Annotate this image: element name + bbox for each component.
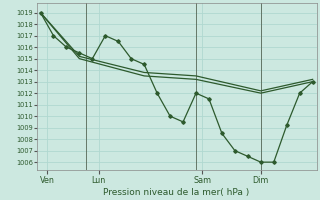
X-axis label: Pression niveau de la mer( hPa ): Pression niveau de la mer( hPa ) <box>103 188 250 197</box>
